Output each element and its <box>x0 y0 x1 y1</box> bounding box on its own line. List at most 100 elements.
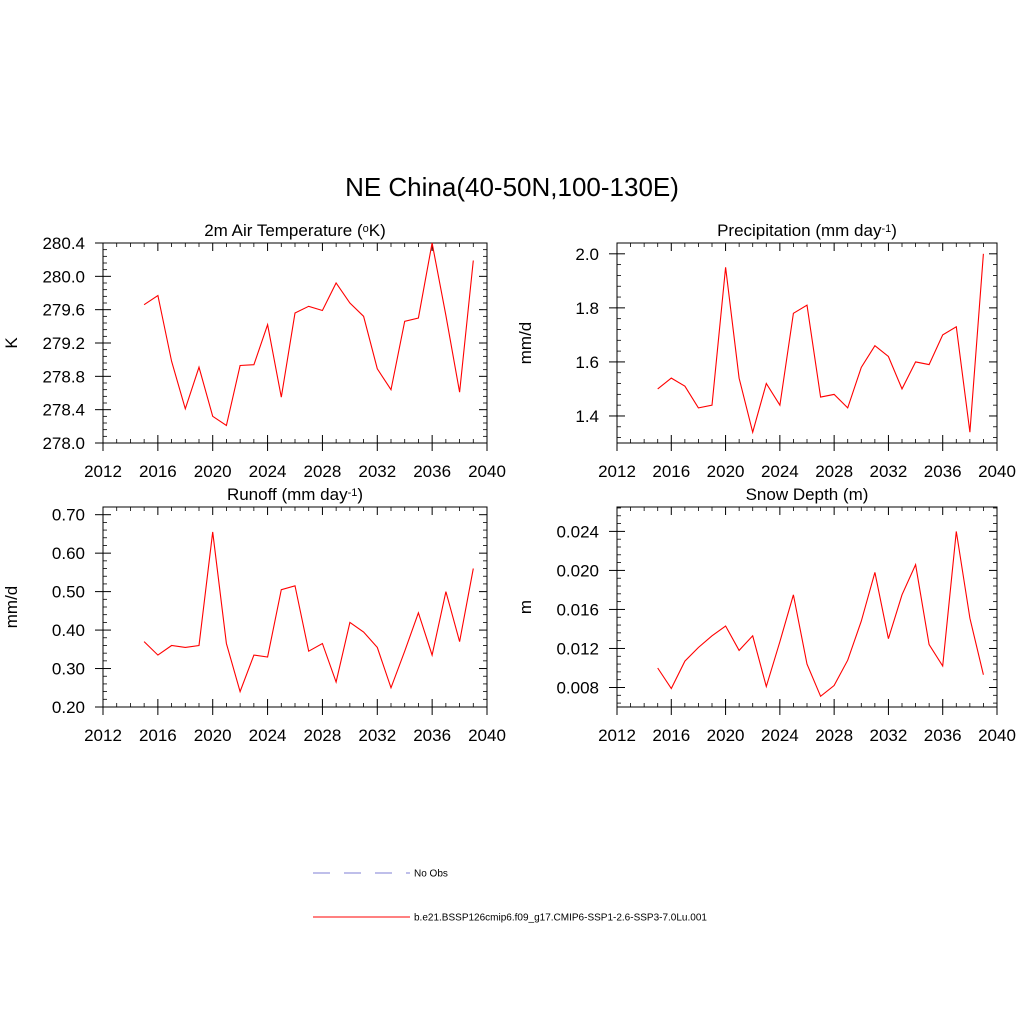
plot-frame <box>616 242 998 444</box>
x-tick-label: 2032 <box>870 726 908 745</box>
data-point <box>955 326 957 328</box>
data-point <box>445 590 447 592</box>
y-tick-label: 278.8 <box>42 367 85 386</box>
data-point <box>942 334 944 336</box>
x-tick-label: 2036 <box>413 726 451 745</box>
data-point <box>280 396 282 398</box>
x-tick-label: 2032 <box>870 462 908 481</box>
data-point <box>458 640 460 642</box>
data-point <box>670 377 672 379</box>
data-point <box>239 690 241 692</box>
data-point <box>914 563 916 565</box>
data-point <box>266 323 268 325</box>
x-tick-label: 2024 <box>249 462 287 481</box>
x-tick-label: 2024 <box>249 726 287 745</box>
data-point <box>860 366 862 368</box>
x-tick-label: 2016 <box>652 462 690 481</box>
data-point <box>294 312 296 314</box>
chart-temperature: 2012 2016 2020 2024 2028 2032 2036 2040 278.0 278… <box>2 221 506 481</box>
y-tick-label: 280.4 <box>42 234 85 253</box>
data-point <box>806 663 808 665</box>
data-point <box>887 638 889 640</box>
data-point <box>376 646 378 648</box>
y-tick-label: 0.60 <box>52 544 85 563</box>
data-point <box>806 304 808 306</box>
x-tick-label: 2012 <box>598 462 636 481</box>
data-point <box>969 617 971 619</box>
data-point <box>266 656 268 658</box>
data-point <box>697 646 699 648</box>
data-point <box>833 684 835 686</box>
data-point <box>847 407 849 409</box>
y-tick-label: 0.50 <box>52 583 85 602</box>
y-tick-label: 0.30 <box>52 660 85 679</box>
data-point <box>738 649 740 651</box>
data-point <box>184 646 186 648</box>
x-tick-label: 2020 <box>707 726 745 745</box>
data-point <box>860 620 862 622</box>
y-axis-label: mm/d <box>2 586 21 629</box>
data-point <box>724 625 726 627</box>
data-point <box>212 415 214 417</box>
data-point <box>711 635 713 637</box>
subplot-title: Snow Depth (m) <box>746 485 869 504</box>
data-point <box>472 567 474 569</box>
x-tick-label: 2040 <box>978 462 1016 481</box>
data-point <box>765 382 767 384</box>
y-tick-label: 1.6 <box>575 353 599 372</box>
y-tick-label: 0.40 <box>52 621 85 640</box>
y-tick-label: 279.2 <box>42 334 85 353</box>
data-point <box>697 407 699 409</box>
subplot-title-part: -1 <box>881 223 891 235</box>
x-tick-label: 2012 <box>84 726 122 745</box>
data-point <box>390 388 392 390</box>
data-point <box>928 643 930 645</box>
data-point <box>362 631 364 633</box>
chart-precipitation: 2012 2016 2020 2024 2028 2032 2036 2040 1.4 1.6 1.… <box>516 221 1016 481</box>
data-point <box>431 242 433 244</box>
series-line <box>143 242 474 427</box>
data-point <box>417 317 419 319</box>
data-point <box>349 621 351 623</box>
data-point <box>928 363 930 365</box>
y-axis-label: K <box>2 337 21 349</box>
data-point <box>847 659 849 661</box>
data-point <box>280 588 282 590</box>
y-tick-label: 279.6 <box>42 301 85 320</box>
y-tick-label: 0.70 <box>52 506 85 525</box>
data-point <box>819 396 821 398</box>
y-tick-label: 1.8 <box>575 299 599 318</box>
data-point <box>472 259 474 261</box>
y-axis-label: mm/d <box>516 322 535 365</box>
data-point <box>170 360 172 362</box>
data-point <box>445 314 447 316</box>
subplot-title: 2m Air Temperature (oK) <box>204 221 386 240</box>
y-tick-label: 0.012 <box>556 639 599 658</box>
data-point <box>942 665 944 667</box>
data-point <box>901 388 903 390</box>
y-tick-label: 0.020 <box>556 561 599 580</box>
subplot-title-part: o <box>363 223 369 235</box>
subplot-title-part: 2m Air Temperature ( <box>204 221 363 240</box>
data-point <box>738 377 740 379</box>
data-point <box>198 366 200 368</box>
x-tick-label: 2028 <box>815 726 853 745</box>
subplot-title-part: Runoff (mm day <box>227 485 348 504</box>
data-point <box>404 650 406 652</box>
x-tick-label: 2040 <box>468 726 506 745</box>
data-point <box>670 687 672 689</box>
data-point <box>390 687 392 689</box>
data-point <box>657 667 659 669</box>
series-line <box>657 253 984 435</box>
data-point <box>225 642 227 644</box>
data-point <box>143 640 145 642</box>
data-point <box>294 585 296 587</box>
chart-runoff: 2012 2016 2020 2024 2028 2032 2036 2040 0.20 0.30… <box>2 485 506 745</box>
subplot-title-part: Snow Depth (m) <box>746 485 869 504</box>
y-axis-label: m <box>516 600 535 614</box>
x-tick-label: 2012 <box>84 462 122 481</box>
y-tick-label: 0.008 <box>556 678 599 697</box>
data-point <box>711 404 713 406</box>
subplot-title-part: ) <box>891 221 897 240</box>
